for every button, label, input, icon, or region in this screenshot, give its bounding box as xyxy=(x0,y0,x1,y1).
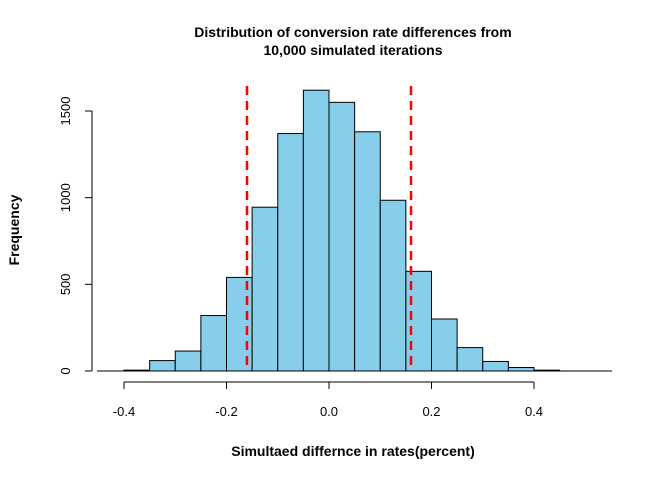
histogram-bar xyxy=(251,206,279,372)
chart-subtitle: 10,000 simulated iterations xyxy=(264,42,443,58)
histogram-bar xyxy=(277,133,304,372)
histogram-bar xyxy=(482,360,509,372)
y-axis: 0 500 1000 1500 xyxy=(58,97,93,375)
y-tick-label: 1000 xyxy=(58,183,73,212)
reference-lines-group xyxy=(245,86,413,371)
bars-group xyxy=(97,89,612,372)
histogram-bar xyxy=(354,131,381,372)
histogram-bar xyxy=(226,276,253,372)
histogram-bar xyxy=(431,318,458,372)
x-axis: -0.4 -0.2 0.0 0.2 0.4 xyxy=(113,381,543,419)
chart-title: Distribution of conversion rate differen… xyxy=(194,24,511,40)
x-tick-label: 0.0 xyxy=(320,404,338,419)
histogram-bar xyxy=(456,347,484,372)
y-tick-label: 1500 xyxy=(58,97,73,126)
histogram-bar xyxy=(507,367,535,372)
y-axis-label: Frequency xyxy=(6,194,22,265)
histogram-bar xyxy=(328,101,356,372)
histogram-bar xyxy=(302,89,330,372)
x-tick-label: 0.2 xyxy=(422,404,440,419)
histogram-bar xyxy=(405,270,432,372)
x-axis-label: Simultaed differnce in rates(percent) xyxy=(231,443,475,459)
x-tick-label: -0.4 xyxy=(113,404,135,419)
histogram-bar xyxy=(149,360,176,372)
y-tick-label: 0 xyxy=(58,367,73,374)
histogram-bar xyxy=(200,315,227,372)
x-tick-label: -0.2 xyxy=(215,404,237,419)
histogram-bar xyxy=(174,350,202,372)
x-tick-label: 0.4 xyxy=(525,404,543,419)
y-tick-label: 500 xyxy=(58,273,73,295)
histogram-bar xyxy=(379,199,407,372)
